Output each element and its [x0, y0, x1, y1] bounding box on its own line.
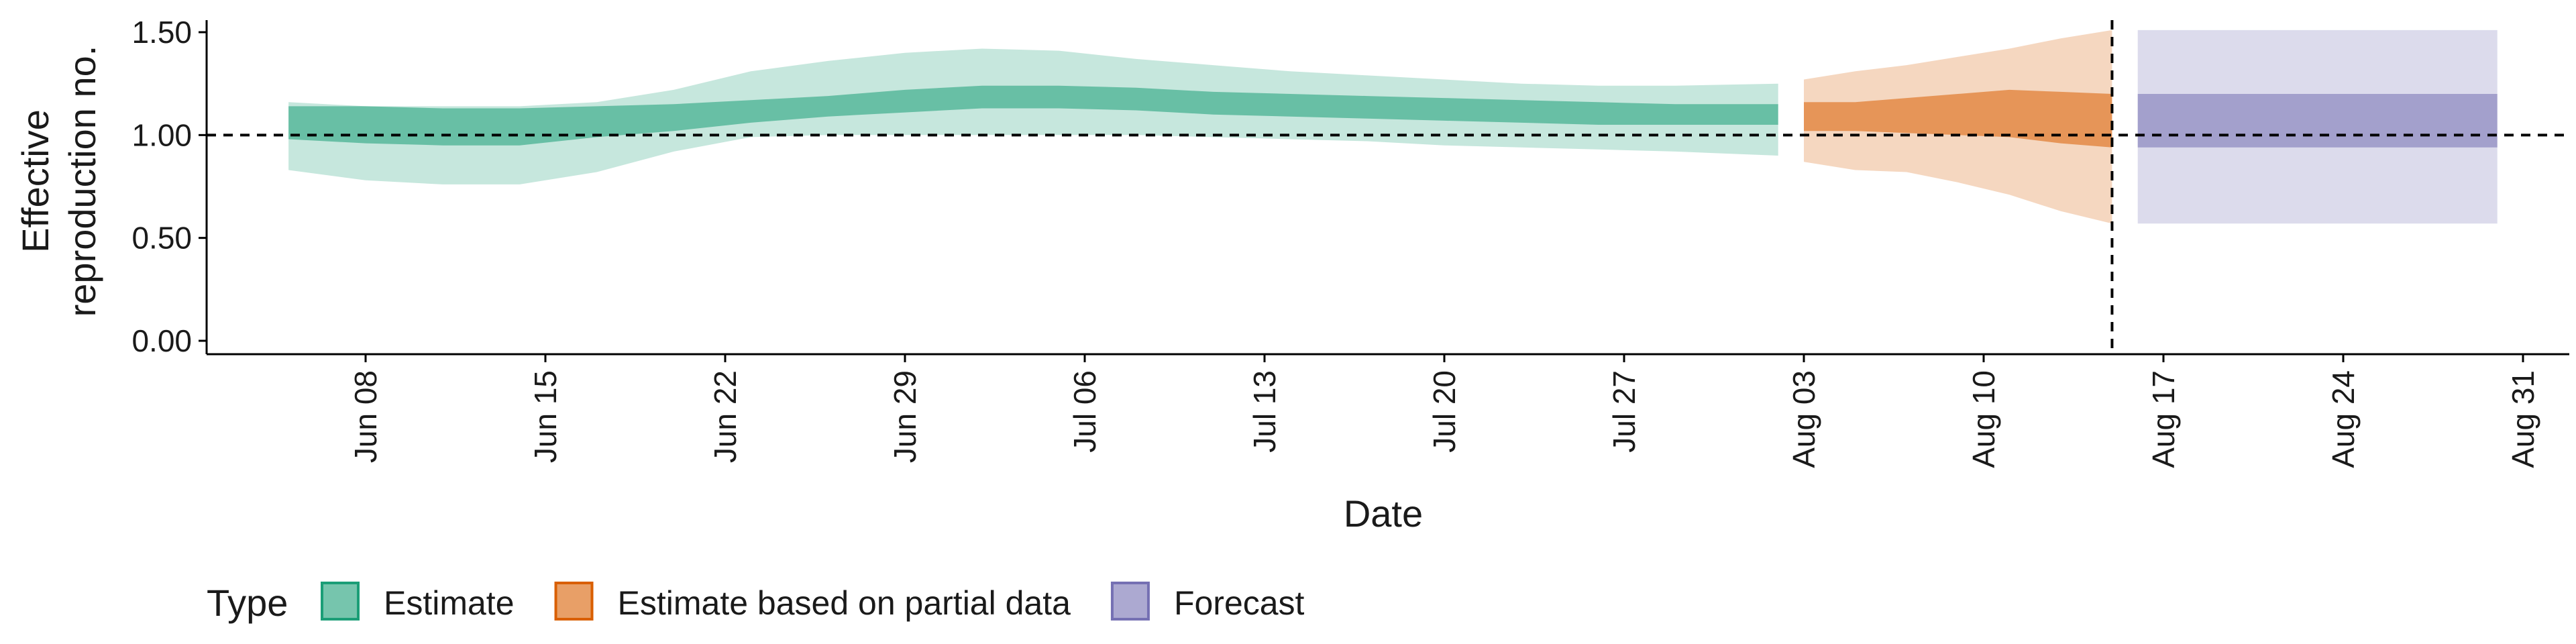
x-tick-label: Jun 29 [888, 370, 922, 463]
x-tick-label: Jun 08 [348, 370, 383, 463]
x-tick-label: Jul 27 [1607, 370, 1642, 453]
x-tick-label: Jul 20 [1427, 370, 1462, 453]
x-tick-label: Aug 10 [1966, 370, 2001, 468]
reference-lines [207, 20, 2569, 354]
forecast-ribbon-50 [2137, 94, 2498, 148]
x-tick-label: Aug 17 [2146, 370, 2181, 468]
legend-label: Estimate based on partial data [618, 584, 1071, 622]
legend-title: Type [207, 582, 288, 624]
legend-item-estimate: Estimate [321, 582, 515, 622]
x-tick-label: Aug 24 [2326, 370, 2361, 468]
y-tick-label: 0.50 [131, 221, 192, 256]
legend-swatch [554, 582, 594, 621]
y-axis-title-line-2: reproduction no. [61, 46, 103, 317]
y-axis-title: Effective reproduction no. [14, 46, 103, 317]
x-tick-label: Jul 13 [1247, 370, 1282, 453]
x-tick-label: Aug 03 [1786, 370, 1821, 468]
estimate-ribbon-90 [288, 48, 1778, 184]
x-tick-label: Jul 06 [1067, 370, 1102, 453]
legend: Type Estimate Estimate based on partial d… [207, 582, 1305, 624]
x-tick-label: Jun 22 [708, 370, 743, 463]
legend-label: Forecast [1174, 584, 1305, 622]
estimate-ribbon-50 [288, 85, 1778, 146]
estimate-based-on-partial-data-ribbon-50 [1804, 89, 2112, 148]
legend-item-estimate-based-on-partial-data: Estimate based on partial data [554, 582, 1071, 622]
y-axis-title-line-1: Effective [14, 109, 56, 253]
legend-swatch [1110, 582, 1150, 621]
legend-swatch [321, 582, 360, 621]
axes: 0.00 0.50 1.00 1.50 Jun 08 Jun 15 Jun 22 Jun 29… [131, 15, 2569, 468]
ribbon-layer [288, 30, 2498, 224]
x-axis-title: Date [1344, 492, 1423, 535]
legend-item-forecast: Forecast [1110, 582, 1305, 622]
y-tick-label: 1.50 [131, 15, 192, 50]
x-tick-label: Aug 31 [2506, 370, 2540, 468]
y-tick-label: 1.00 [131, 117, 192, 152]
x-tick-label: Jun 15 [528, 370, 563, 463]
y-tick-label: 0.00 [131, 323, 192, 358]
legend-label: Estimate [384, 584, 515, 622]
